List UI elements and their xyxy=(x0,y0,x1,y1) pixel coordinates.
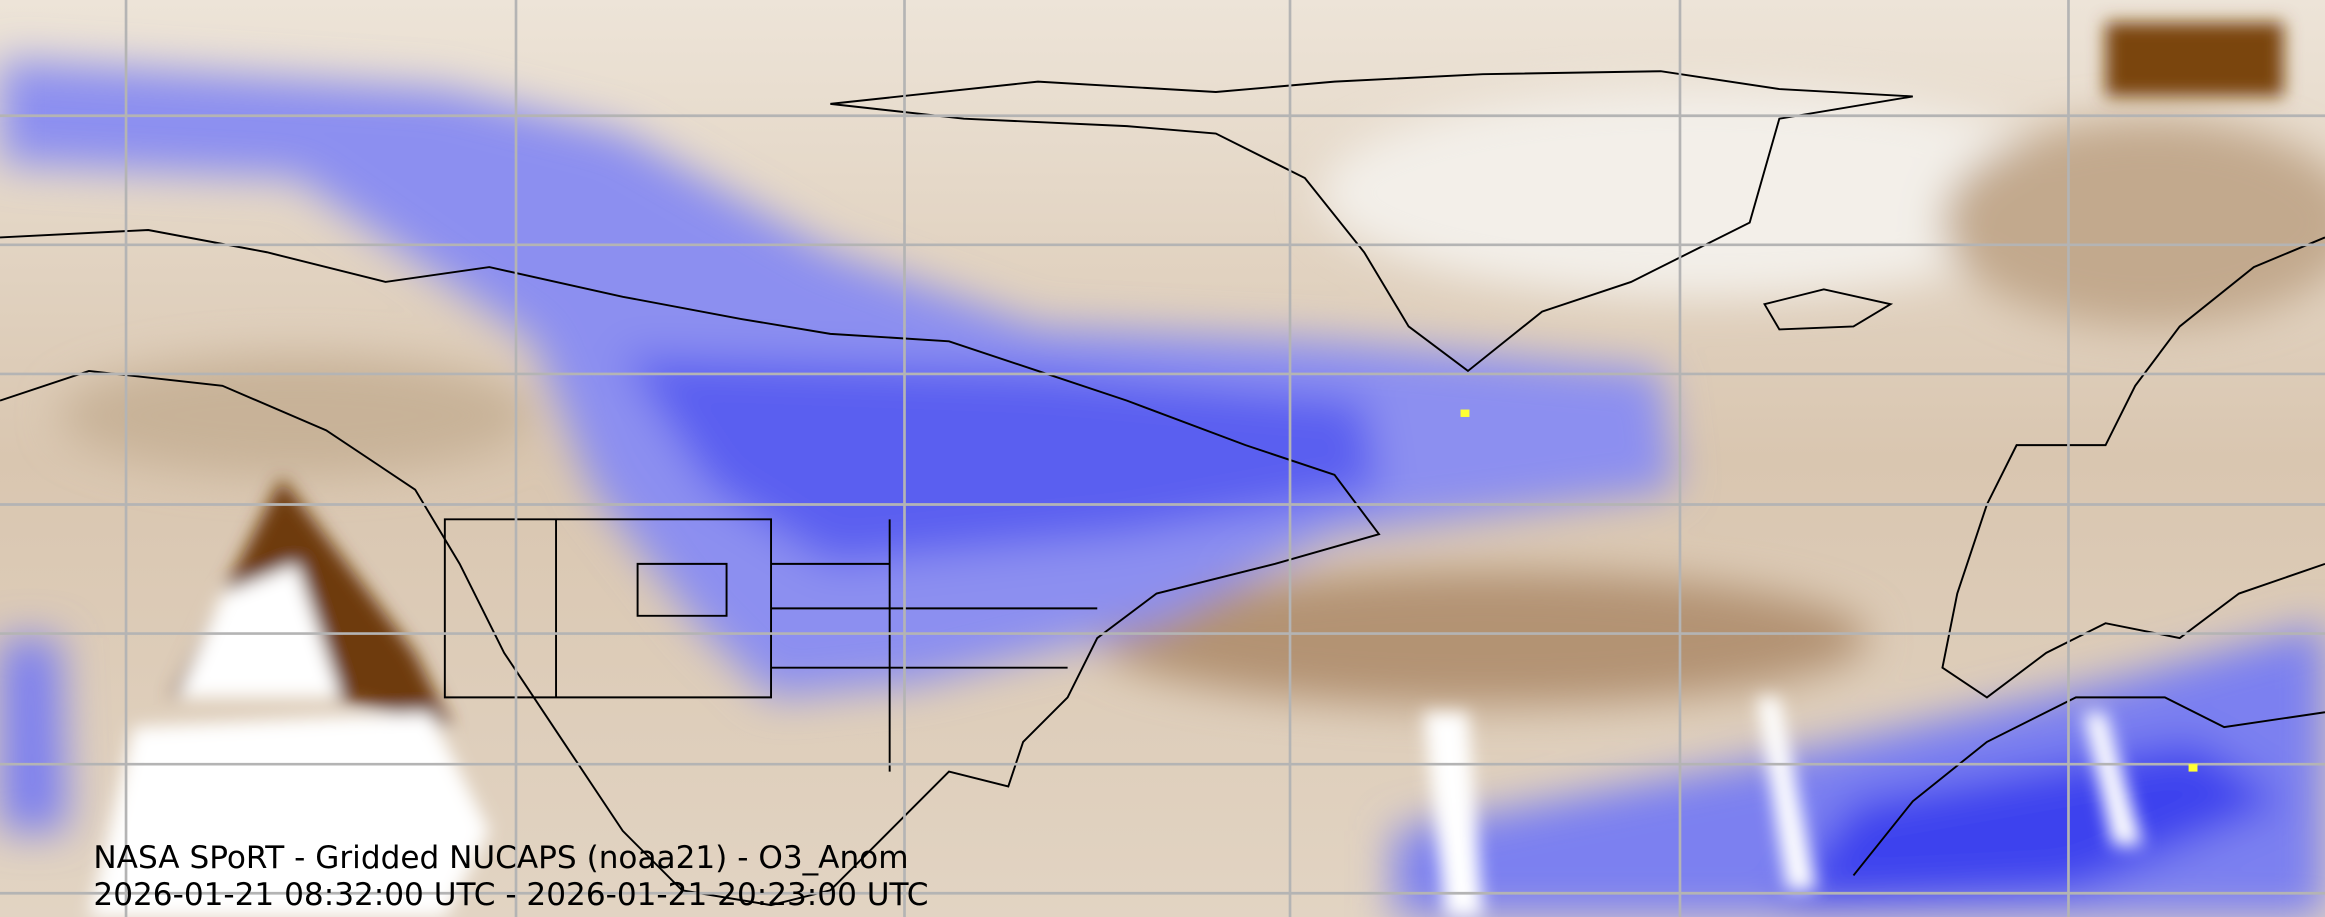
state-borders xyxy=(443,518,1098,772)
brown-patch xyxy=(2105,22,2284,97)
blue-core xyxy=(622,356,1379,564)
white-patch xyxy=(177,563,342,698)
blue-core xyxy=(1779,741,2284,906)
iceland xyxy=(1763,288,1894,331)
blue-region xyxy=(0,638,67,831)
greenland xyxy=(830,70,1913,373)
coastlines xyxy=(0,70,2325,907)
white-streak xyxy=(1757,697,1817,891)
brown-band xyxy=(1942,118,2325,327)
caption-time: 2026-01-21 08:32:00 UTC - 2026-01-21 20:… xyxy=(93,877,928,913)
north-america xyxy=(0,229,1381,907)
caption-title: NASA SPoRT - Gridded NUCAPS (noaa21) - O… xyxy=(93,840,908,876)
white-streak xyxy=(2083,712,2143,846)
africa xyxy=(1852,696,2325,877)
yellow-pixel xyxy=(2188,764,2198,772)
yellow-pixel xyxy=(1460,409,1470,417)
brown-band xyxy=(59,356,534,475)
